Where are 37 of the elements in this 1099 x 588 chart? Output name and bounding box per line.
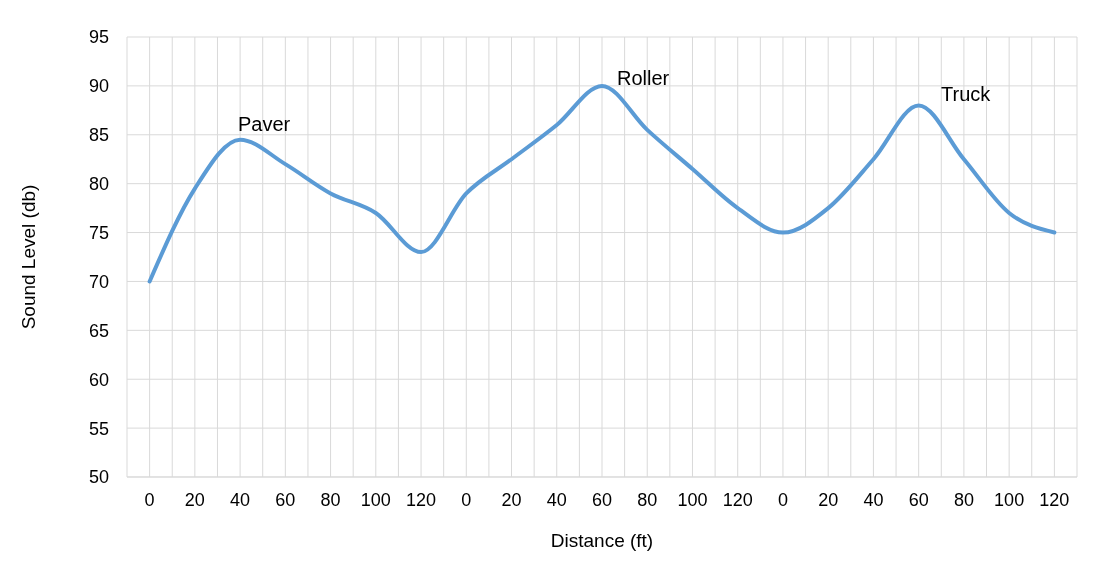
x-axis-title: Distance (ft) (550, 530, 654, 551)
x-tick-label: 40 (546, 489, 567, 510)
x-tick-label: 60 (591, 489, 613, 510)
x-tick-label: 40 (863, 489, 884, 510)
x-tick-label: 120 (722, 489, 753, 510)
x-tick-label: 120 (1039, 489, 1070, 510)
y-tick-label: 95 (88, 27, 109, 48)
annotation: Paver (238, 112, 291, 136)
y-tick-label: 75 (88, 222, 109, 243)
y-tick-label: 65 (88, 320, 109, 341)
x-tick-label: 0 (144, 489, 155, 510)
y-tick-label: 70 (88, 271, 109, 292)
x-tick-label: 100 (677, 489, 708, 510)
y-tick-label: 50 (88, 467, 109, 488)
y-tick-label: 55 (88, 418, 109, 439)
y-tick-label: 80 (88, 174, 109, 195)
x-tick-label: 40 (230, 489, 251, 510)
x-tick-label: 80 (320, 489, 341, 510)
x-tick-label: 20 (818, 489, 839, 510)
y-axis-title: Sound Level (db) (17, 184, 39, 330)
x-tick-label: 80 (637, 489, 658, 510)
y-tick-label: 60 (88, 369, 109, 390)
x-tick-label: 100 (994, 489, 1025, 510)
annotation: Roller (617, 66, 670, 90)
x-tick-label: 0 (777, 489, 788, 510)
line-series (147, 83, 1057, 284)
x-tick-label: 20 (501, 489, 522, 510)
x-tick-label: 100 (360, 489, 391, 510)
x-tick-label: 60 (275, 489, 296, 510)
x-tick-label: 120 (406, 489, 437, 510)
x-tick-label: 0 (461, 489, 472, 510)
y-tick-label: 90 (88, 76, 109, 97)
x-tick-label: 60 (908, 489, 929, 510)
x-tick-label: 20 (184, 489, 205, 510)
y-tick-label: 85 (88, 125, 109, 146)
annotation: Truck (941, 82, 991, 106)
x-tick-label: 80 (953, 489, 974, 510)
